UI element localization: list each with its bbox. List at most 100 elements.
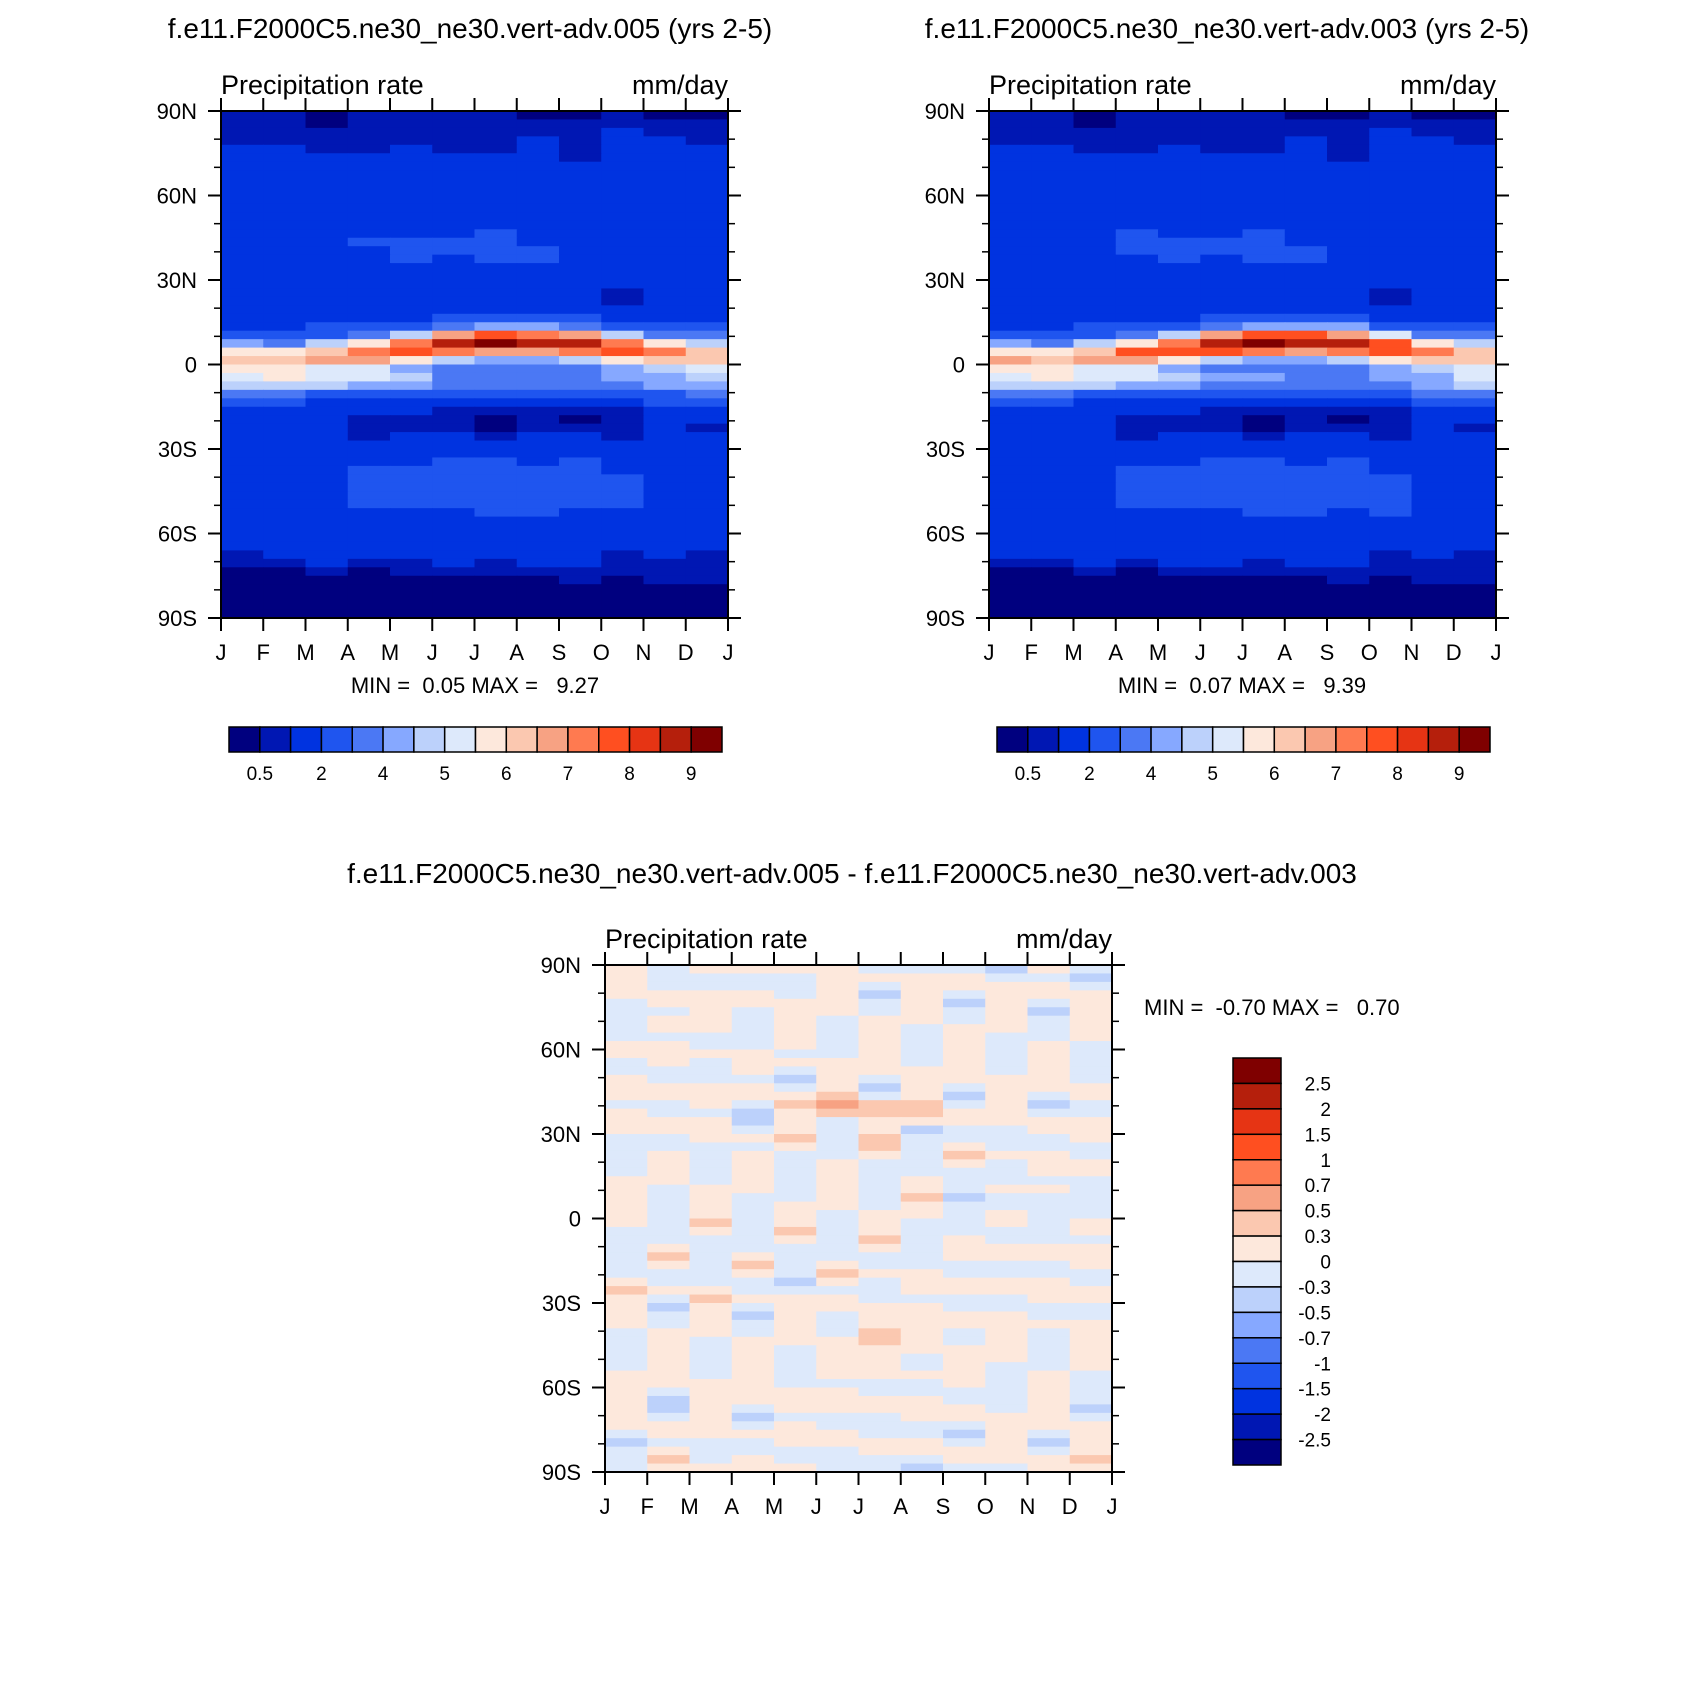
- x-tick-label: J: [853, 1494, 864, 1519]
- heatmap-cell: [1284, 263, 1328, 273]
- colorbar-label: -1.5: [1298, 1380, 1331, 1401]
- x-tick-label: F: [641, 1494, 654, 1519]
- heatmap-cell: [305, 601, 349, 611]
- heatmap-cell: [1284, 296, 1328, 306]
- heatmap-cell: [685, 482, 729, 492]
- heatmap-cell: [347, 220, 391, 230]
- heatmap-cell: [305, 440, 349, 450]
- heatmap-cell: [516, 322, 560, 332]
- heatmap-cell: [858, 1100, 902, 1110]
- heatmap-cell: [989, 423, 1032, 433]
- colorbar-label: -0.5: [1298, 1303, 1331, 1324]
- heatmap-cell: [985, 1311, 1029, 1321]
- heatmap-cell: [1158, 187, 1201, 197]
- heatmap-cell: [1200, 254, 1244, 264]
- heatmap-cell: [601, 347, 645, 357]
- heatmap-cell: [858, 1024, 902, 1034]
- heatmap-cell: [858, 1387, 902, 1397]
- heatmap-cell: [221, 516, 264, 526]
- heatmap-cell: [474, 153, 518, 163]
- heatmap-cell: [390, 170, 433, 180]
- heatmap-cell: [816, 1395, 860, 1405]
- heatmap-cell: [900, 1218, 944, 1228]
- heatmap-cell: [1453, 119, 1497, 129]
- heatmap-cell: [985, 1438, 1029, 1448]
- heatmap-cell: [647, 1159, 691, 1169]
- heatmap-cell: [605, 1176, 648, 1186]
- heatmap-cell: [263, 220, 307, 230]
- heatmap-cell: [900, 1260, 944, 1270]
- heatmap-cell: [305, 237, 349, 247]
- heatmap-cell: [985, 1184, 1029, 1194]
- heatmap-cell: [685, 449, 729, 459]
- heatmap-cell: [731, 1395, 775, 1405]
- heatmap-cell: [1200, 575, 1244, 585]
- heatmap-cell: [1073, 271, 1117, 281]
- heatmap-cell: [774, 1235, 817, 1245]
- heatmap-cell: [685, 246, 729, 256]
- heatmap-cell: [1027, 1455, 1071, 1465]
- heatmap-cell: [858, 1404, 902, 1414]
- heatmap-cell: [1327, 203, 1370, 213]
- heatmap-cell: [1453, 271, 1497, 281]
- heatmap-cell: [643, 296, 687, 306]
- heatmap-cell: [601, 474, 645, 484]
- heatmap-cell: [1327, 423, 1370, 433]
- heatmap-cell: [1369, 474, 1413, 484]
- heatmap-cell: [1284, 229, 1328, 239]
- heatmap-cell: [989, 550, 1032, 560]
- heatmap-cell: [1158, 254, 1201, 264]
- heatmap-cell: [1158, 499, 1201, 509]
- heatmap-cell: [858, 1210, 902, 1220]
- heatmap-cell: [474, 203, 518, 213]
- heatmap-cell: [1284, 119, 1328, 129]
- heatmap-cell: [221, 254, 264, 264]
- heatmap-cell: [1069, 1370, 1113, 1380]
- heatmap-cell: [605, 1311, 648, 1321]
- heatmap-cell: [858, 1193, 902, 1203]
- heatmap-cell: [900, 1336, 944, 1346]
- heatmap-cell: [685, 398, 729, 408]
- heatmap-cell: [305, 533, 349, 543]
- heatmap-cell: [816, 1260, 860, 1270]
- heatmap-cell: [685, 389, 729, 399]
- heatmap-cell: [1027, 1024, 1071, 1034]
- heatmap-cell: [474, 465, 518, 475]
- colorbar-box: [320, 726, 353, 753]
- heatmap-cell: [1284, 322, 1328, 332]
- heatmap-cell: [1031, 237, 1075, 247]
- heatmap-cell: [858, 1150, 902, 1160]
- heatmap-cell: [1027, 1243, 1071, 1253]
- colorbar-box: [567, 726, 600, 753]
- heatmap-cell: [1069, 973, 1113, 983]
- heatmap-cell: [731, 1015, 775, 1025]
- heatmap-cell: [685, 406, 729, 416]
- heatmap-cell: [943, 1074, 986, 1084]
- heatmap-cell: [689, 1176, 733, 1186]
- heatmap-cell: [647, 1429, 691, 1439]
- heatmap-cell: [1200, 381, 1244, 391]
- heatmap-cell: [1031, 203, 1075, 213]
- heatmap-cell: [685, 170, 729, 180]
- heatmap-cell: [559, 212, 602, 222]
- heatmap-cell: [559, 339, 602, 349]
- heatmap-cell: [1115, 237, 1159, 247]
- heatmap-cell: [1200, 364, 1244, 374]
- heatmap-cell: [1284, 127, 1328, 137]
- heatmap-cell: [263, 432, 307, 442]
- heatmap-cell: [1158, 474, 1201, 484]
- heatmap-cell: [985, 1421, 1029, 1431]
- heatmap-cell: [647, 1328, 691, 1338]
- heatmap-cell: [685, 111, 729, 121]
- heatmap-cell: [305, 389, 349, 399]
- heatmap-cell: [474, 296, 518, 306]
- heatmap-cell: [1242, 170, 1286, 180]
- colorbar-label: 9: [686, 764, 697, 785]
- heatmap-cell: [516, 457, 560, 467]
- heatmap-cell: [858, 1421, 902, 1431]
- heatmap-cell: [1031, 305, 1075, 315]
- heatmap-cell: [559, 203, 602, 213]
- heatmap-cell: [731, 1184, 775, 1194]
- heatmap-cell: [474, 440, 518, 450]
